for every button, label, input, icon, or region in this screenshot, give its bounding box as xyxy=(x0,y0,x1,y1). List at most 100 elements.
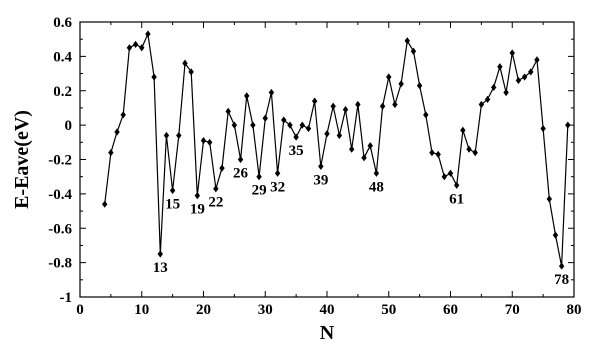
y-tick-label: 0.4 xyxy=(53,49,72,65)
tick-labels: 0 10 20 30 40 50 60 70 80 -1 -0.8 -0.6 -0.4 -0.2 0 0.2 0… xyxy=(48,15,581,318)
x-tick-label: 80 xyxy=(567,302,582,318)
y-tick-label: -0.2 xyxy=(48,153,72,169)
data-point xyxy=(460,126,466,134)
data-point xyxy=(237,155,244,164)
data-point xyxy=(435,150,441,158)
data-point xyxy=(305,124,312,133)
data-point xyxy=(528,68,534,76)
data-point xyxy=(145,30,151,38)
y-tick-label: -1 xyxy=(60,290,73,306)
data-point xyxy=(114,128,120,136)
data-point xyxy=(250,121,256,129)
x-tick-label: 0 xyxy=(76,302,84,318)
data-point xyxy=(219,164,225,172)
data-point xyxy=(163,131,170,140)
data-point xyxy=(182,59,188,67)
data-point xyxy=(484,95,491,103)
data-point xyxy=(188,68,194,76)
data-point xyxy=(503,88,509,97)
data-point xyxy=(379,102,386,110)
data-point xyxy=(478,100,485,109)
data-point xyxy=(169,186,176,195)
data-point xyxy=(540,124,546,133)
x-tick-label: 70 xyxy=(505,302,520,318)
data-point xyxy=(410,47,417,55)
data-point xyxy=(416,81,423,90)
data-point xyxy=(262,114,268,122)
annotation-label: 15 xyxy=(165,196,180,212)
axis-ticks xyxy=(79,21,575,298)
x-tick-label: 20 xyxy=(196,302,211,318)
annotation-label: 22 xyxy=(208,195,223,211)
data-point xyxy=(126,44,133,52)
data-point xyxy=(534,56,540,64)
data-point xyxy=(225,107,231,115)
x-axis-label: N xyxy=(320,322,335,344)
data-point xyxy=(206,138,213,146)
data-point xyxy=(231,121,238,129)
annotation-label: 48 xyxy=(369,179,384,195)
data-point xyxy=(157,250,163,258)
data-point xyxy=(521,73,528,81)
data-point xyxy=(108,149,114,157)
x-tick-label: 40 xyxy=(320,302,335,318)
annotation-label: 13 xyxy=(153,260,168,276)
data-point xyxy=(281,116,287,124)
data-point xyxy=(342,106,349,114)
y-tick-label: 0 xyxy=(65,118,73,134)
annotation-label: 29 xyxy=(252,183,267,199)
data-point xyxy=(398,80,404,88)
annotation-label: 26 xyxy=(233,166,249,182)
data-point xyxy=(139,44,145,52)
data-point xyxy=(515,76,522,85)
data-point xyxy=(497,63,503,71)
data-point xyxy=(361,154,367,162)
data-point xyxy=(318,162,324,170)
data-point xyxy=(429,149,435,157)
x-tick-label: 30 xyxy=(258,302,273,318)
y-tick-label: 0.6 xyxy=(53,15,72,31)
data-point xyxy=(373,169,380,177)
data-point xyxy=(194,191,201,200)
data-point xyxy=(287,121,293,129)
data-point xyxy=(132,40,139,48)
data-point xyxy=(213,185,219,193)
annotation-label: 61 xyxy=(449,191,464,207)
y-tick-label: -0.6 xyxy=(48,221,72,237)
data-point xyxy=(200,136,207,145)
data-point xyxy=(256,173,262,181)
data-point xyxy=(491,83,497,91)
data-point xyxy=(367,142,373,150)
x-tick-label: 50 xyxy=(381,302,396,318)
data-point xyxy=(102,200,108,208)
data-point xyxy=(558,262,565,270)
data-point xyxy=(386,73,392,81)
annotation-label: 39 xyxy=(313,172,328,188)
data-point xyxy=(392,100,398,109)
data-point xyxy=(447,169,454,177)
data-point xyxy=(423,111,429,119)
data-point xyxy=(151,73,157,81)
data-point xyxy=(299,121,305,129)
x-tick-label: 10 xyxy=(134,302,149,318)
y-axis-label: E-Eave(eV) xyxy=(11,110,33,209)
y-tick-label: -0.8 xyxy=(48,256,72,272)
data-point xyxy=(546,195,552,203)
data-point xyxy=(268,88,275,97)
annotation-label: 78 xyxy=(554,272,569,288)
y-tick-label: -0.4 xyxy=(48,187,72,203)
data-point xyxy=(349,145,355,153)
data-point xyxy=(311,97,318,105)
x-tick-label: 60 xyxy=(443,302,458,318)
data-point xyxy=(441,173,448,181)
data-point xyxy=(336,131,343,140)
y-tick-label: 0.2 xyxy=(53,84,72,100)
annotation-label: 32 xyxy=(270,179,285,195)
data-point xyxy=(120,111,126,119)
data-point xyxy=(565,121,571,129)
data-point xyxy=(324,130,330,138)
data-point xyxy=(176,131,182,140)
data-point xyxy=(552,231,559,239)
data-point xyxy=(274,169,281,177)
